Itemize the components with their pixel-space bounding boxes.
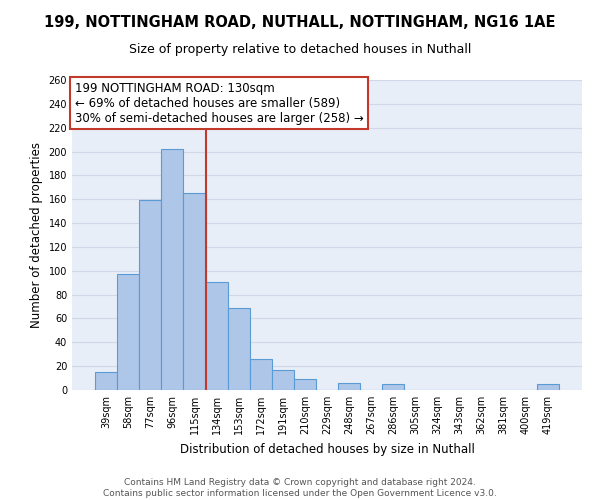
Bar bbox=[537, 384, 559, 390]
X-axis label: Distribution of detached houses by size in Nuthall: Distribution of detached houses by size … bbox=[179, 442, 475, 456]
Bar bbox=[227, 308, 250, 390]
Bar bbox=[184, 194, 206, 390]
Text: Contains HM Land Registry data © Crown copyright and database right 2024.
Contai: Contains HM Land Registry data © Crown c… bbox=[103, 478, 497, 498]
Bar bbox=[117, 274, 139, 390]
Bar bbox=[338, 383, 360, 390]
Text: 199, NOTTINGHAM ROAD, NUTHALL, NOTTINGHAM, NG16 1AE: 199, NOTTINGHAM ROAD, NUTHALL, NOTTINGHA… bbox=[44, 15, 556, 30]
Y-axis label: Number of detached properties: Number of detached properties bbox=[30, 142, 43, 328]
Text: Size of property relative to detached houses in Nuthall: Size of property relative to detached ho… bbox=[129, 42, 471, 56]
Bar bbox=[272, 370, 294, 390]
Text: 199 NOTTINGHAM ROAD: 130sqm
← 69% of detached houses are smaller (589)
30% of se: 199 NOTTINGHAM ROAD: 130sqm ← 69% of det… bbox=[74, 82, 364, 124]
Bar bbox=[161, 149, 184, 390]
Bar bbox=[294, 380, 316, 390]
Bar bbox=[206, 282, 227, 390]
Bar bbox=[95, 372, 117, 390]
Bar bbox=[250, 359, 272, 390]
Bar bbox=[382, 384, 404, 390]
Bar bbox=[139, 200, 161, 390]
